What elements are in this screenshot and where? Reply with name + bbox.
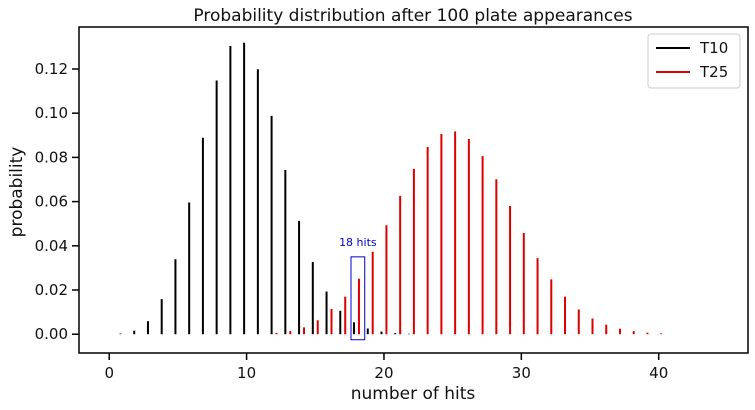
y-tick-label: 0.02 — [35, 281, 68, 299]
y-tick-label: 0.10 — [35, 104, 68, 122]
x-axis-label: number of hits — [351, 384, 476, 404]
annotation-box — [350, 256, 366, 341]
y-tick-label: 0.00 — [35, 325, 68, 343]
plot-frame — [78, 26, 749, 354]
x-axis: 0 10 20 30 40 — [104, 353, 668, 382]
legend-label-t25: T25 — [699, 63, 728, 81]
y-axis-label: probability — [7, 147, 27, 238]
y-tick-label: 0.06 — [35, 193, 68, 211]
bars-layer — [119, 42, 663, 335]
x-tick-label: 10 — [237, 364, 256, 382]
y-tick-label: 0.04 — [35, 237, 68, 255]
x-tick-label: 30 — [512, 364, 531, 382]
chart-title: Probability distribution after 100 plate… — [193, 6, 632, 26]
legend-label-t10: T10 — [699, 39, 728, 57]
x-tick-label: 0 — [104, 364, 114, 382]
x-tick-label: 40 — [649, 364, 668, 382]
y-axis: 0.00 0.02 0.04 0.06 0.08 0.10 0.12 — [35, 60, 79, 343]
annotation-label: 18 hits — [339, 236, 377, 249]
annotation-layer: 18 hits — [339, 236, 377, 341]
legend: T10 T25 — [647, 33, 741, 89]
x-tick-label: 20 — [374, 364, 393, 382]
y-tick-label: 0.12 — [35, 60, 68, 78]
y-tick-label: 0.08 — [35, 148, 68, 166]
